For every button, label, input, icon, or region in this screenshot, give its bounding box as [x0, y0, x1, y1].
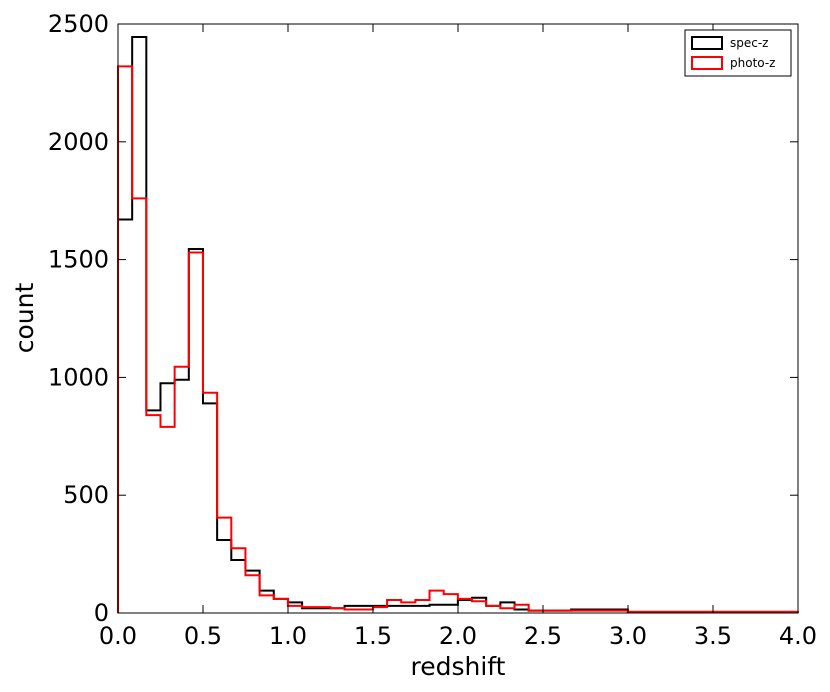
series-line-photo-z: [117, 65, 799, 613]
x-tick-label: 3.5: [694, 622, 732, 650]
x-tick-label: 1.0: [269, 622, 307, 650]
y-axis-label: count: [10, 283, 39, 354]
legend-label: spec-z: [730, 36, 768, 50]
x-tick-label: 0.5: [184, 622, 222, 650]
x-tick-label: 4.0: [779, 622, 817, 650]
legend: spec-z photo-z: [684, 29, 792, 77]
y-tick-label: 0: [94, 599, 109, 627]
x-tick-label: 2.0: [439, 622, 477, 650]
y-tick-label: 1500: [48, 246, 109, 274]
y-tick-label: 2500: [48, 10, 109, 38]
legend-swatch: [691, 36, 723, 50]
x-tick-label: 1.5: [354, 622, 392, 650]
y-axis: 0 500 1000 1500 2000 2500: [48, 10, 798, 627]
axes-frame: [117, 23, 799, 614]
y-tick-label: 1000: [48, 363, 109, 391]
series-line-spec-z: [117, 35, 799, 613]
plot-area: [117, 23, 799, 614]
y-tick-label: 500: [63, 481, 109, 509]
x-tick-label: 0.0: [99, 622, 137, 650]
legend-swatch: [691, 56, 723, 70]
legend-label: photo-z: [730, 56, 775, 70]
y-tick-label: 2000: [48, 128, 109, 156]
x-tick-label: 3.0: [609, 622, 647, 650]
x-tick-label: 2.5: [524, 622, 562, 650]
series-layer: [117, 35, 799, 613]
x-axis: 0.0 0.5 1.0 1.5 2.0 2.5 3.0 3.5 4.0: [99, 24, 817, 650]
x-axis-label: redshift: [411, 652, 506, 681]
